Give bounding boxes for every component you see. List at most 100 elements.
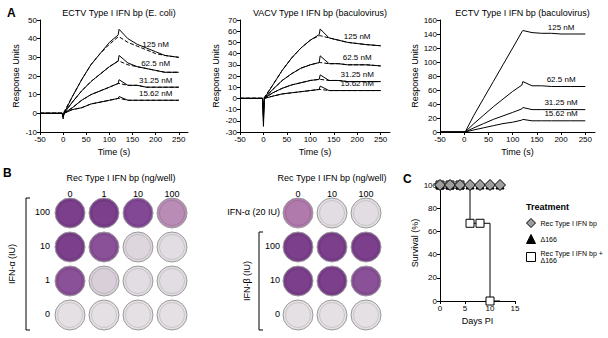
svg-text:10: 10 [228,83,237,92]
svg-text:0: 0 [45,309,50,319]
svg-text:30: 30 [28,53,37,62]
svg-text:20: 20 [28,72,37,81]
svg-text:-50: -50 [434,135,446,144]
svg-text:70: 70 [228,16,237,25]
svg-text:5: 5 [463,304,468,313]
svg-text:100: 100 [358,189,374,200]
svg-text:Rec Type I IFN bp (ng/well): Rec Type I IFN bp (ng/well) [278,173,387,183]
svg-text:140: 140 [424,30,438,39]
svg-text:0: 0 [61,135,66,144]
svg-text:0: 0 [438,304,443,313]
svg-text:Time (s): Time (s) [299,147,332,157]
svg-text:-10: -10 [225,105,237,114]
svg-text:B: B [3,166,12,180]
svg-text:0: 0 [233,94,238,103]
svg-text:250: 250 [374,135,388,144]
svg-text:50: 50 [82,135,91,144]
svg-text:Rec Type I IFN bp (ng/well): Rec Type I IFN bp (ng/well) [67,173,176,183]
svg-text:160: 160 [424,16,438,25]
svg-text:50: 50 [484,135,493,144]
svg-text:15.62 nM: 15.62 nM [139,89,173,98]
svg-text:40: 40 [428,100,437,109]
svg-text:62.5 nM: 62.5 nM [343,53,372,62]
svg-text:100: 100 [423,180,437,190]
svg-text:15: 15 [511,304,520,313]
svg-text:60: 60 [228,27,237,36]
svg-text:Response Units: Response Units [211,44,221,108]
svg-text:200: 200 [351,135,365,144]
svg-text:250: 250 [172,135,186,144]
svg-text:C: C [403,172,412,186]
svg-text:Time (s): Time (s) [98,147,131,157]
svg-text:15.62 nM: 15.62 nM [341,79,375,88]
svg-text:10: 10 [28,90,37,99]
svg-text:50: 50 [228,38,237,47]
svg-text:Survival (%): Survival (%) [410,219,420,268]
svg-text:15.62 nM: 15.62 nM [544,109,578,118]
svg-text:VACV Type I IFN bp (baculoviru: VACV Type I IFN bp (baculovirus) [253,8,387,18]
svg-text:40: 40 [428,250,437,259]
svg-text:250: 250 [579,135,593,144]
svg-text:50: 50 [282,135,291,144]
svg-text:200: 200 [554,135,568,144]
svg-text:Δ166: Δ166 [541,257,557,264]
svg-text:IFN-β (IU): IFN-β (IU) [242,261,252,301]
svg-text:-20: -20 [225,116,237,125]
svg-text:150: 150 [126,135,140,144]
svg-text:-30: -30 [225,127,237,137]
svg-text:40: 40 [228,49,237,58]
svg-text:ECTV Type I IFN bp (E. coli): ECTV Type I IFN bp (E. coli) [62,8,175,18]
svg-text:0: 0 [462,135,467,144]
svg-text:IFN-α (IU): IFN-α (IU) [7,244,17,284]
svg-text:-50: -50 [234,135,246,144]
svg-text:10: 10 [270,275,280,285]
svg-text:100: 100 [35,207,50,217]
svg-text:10: 10 [485,303,495,313]
svg-text:Treatment: Treatment [526,202,569,212]
svg-text:Δ166: Δ166 [541,236,557,243]
svg-text:0: 0 [33,109,38,118]
svg-text:-50: -50 [34,135,46,144]
svg-text:10: 10 [40,241,50,251]
svg-text:31.25 nM: 31.25 nM [544,98,578,107]
svg-text:Rec Type I IFN bp: Rec Type I IFN bp [541,220,597,228]
svg-text:31.25 nM: 31.25 nM [139,76,173,85]
svg-text:125 nM: 125 nM [344,32,371,41]
svg-text:60: 60 [428,86,437,95]
svg-text:100: 100 [424,58,438,67]
svg-text:20: 20 [228,72,237,81]
svg-text:80: 80 [428,204,437,213]
svg-text:100: 100 [164,189,180,200]
svg-text:125 nM: 125 nM [142,40,169,49]
svg-text:20: 20 [428,114,437,123]
svg-text:0: 0 [275,309,280,319]
svg-text:-10: -10 [25,127,37,137]
svg-text:150: 150 [530,135,544,144]
svg-text:Response Units: Response Units [11,44,21,108]
svg-text:50: 50 [28,16,37,25]
svg-text:100: 100 [506,135,520,144]
svg-text:31.25 nM: 31.25 nM [341,70,375,79]
svg-text:120: 120 [424,44,438,53]
svg-text:62.5 nM: 62.5 nM [141,59,170,68]
svg-text:A: A [7,6,16,20]
svg-text:80: 80 [428,72,437,81]
svg-text:40: 40 [28,34,37,43]
svg-text:60: 60 [428,227,437,236]
svg-text:30: 30 [228,60,237,69]
svg-text:125 nM: 125 nM [548,23,575,32]
svg-text:IFN-α (20 IU): IFN-α (20 IU) [227,207,280,217]
svg-text:Response Units: Response Units [410,44,420,108]
svg-text:ECTV Type I IFN bp (baculoviru: ECTV Type I IFN bp (baculovirus) [455,8,589,18]
svg-text:1: 1 [45,275,50,285]
svg-text:100: 100 [304,135,318,144]
svg-text:0: 0 [261,135,266,144]
svg-text:62.5 nM: 62.5 nM [547,75,576,84]
svg-text:Time (s): Time (s) [501,147,534,157]
svg-text:20: 20 [428,273,437,282]
svg-text:150: 150 [327,135,341,144]
svg-text:Days PI: Days PI [462,316,494,326]
svg-text:100: 100 [103,135,117,144]
svg-text:200: 200 [149,135,163,144]
svg-text:100: 100 [265,241,280,251]
